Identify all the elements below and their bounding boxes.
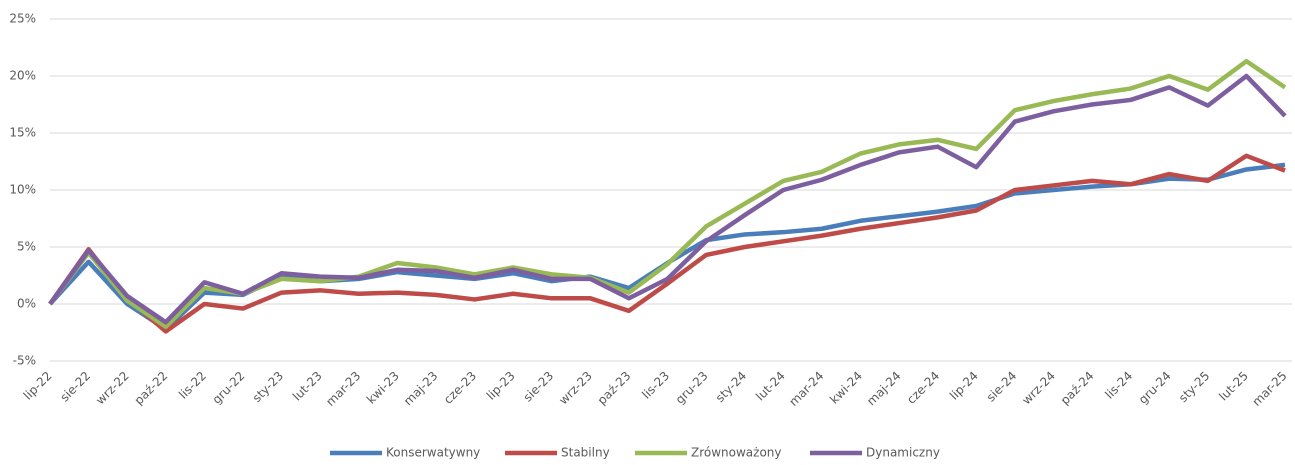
legend-label: Konserwatywny (386, 446, 480, 460)
x-tick-label: maj-23 (401, 369, 441, 409)
x-tick-label: gru-24 (1136, 369, 1174, 407)
series-line (48, 153, 1286, 334)
legend-label: Stabilny (561, 446, 610, 460)
x-tick-label: mar-23 (323, 369, 363, 409)
x-tick-label: lip-23 (484, 369, 518, 403)
x-tick-label: maj-24 (864, 369, 904, 409)
x-tick-label: paź-24 (1058, 369, 1097, 408)
x-tick-label: lut-23 (290, 369, 325, 404)
x-tick-label: lis-24 (1102, 369, 1135, 402)
x-tick-label: cze-24 (904, 369, 942, 407)
series-line (48, 58, 1287, 330)
y-tick-label: 20% (9, 69, 36, 83)
x-tick-label: lis-22 (176, 369, 209, 402)
x-tick-label: paź-23 (595, 369, 634, 408)
x-tick-label: kwi-23 (364, 369, 402, 407)
x-tick-label: wrz-24 (1019, 369, 1058, 408)
series-line (48, 73, 1287, 325)
y-tick-label: 0% (17, 297, 36, 311)
x-tick-label: lut-24 (753, 369, 788, 404)
x-tick-label: lis-23 (639, 369, 672, 402)
legend-label: Dynamiczny (866, 446, 940, 460)
x-tick-label: sty-23 (250, 369, 286, 405)
x-tick-label: cze-23 (441, 369, 479, 407)
legend-label: Zrównoważony (691, 446, 782, 460)
x-tick-label: lip-22 (21, 369, 55, 403)
x-tick-label: sty-24 (713, 369, 749, 405)
x-tick-label: lut-25 (1216, 369, 1251, 404)
y-tick-label: 15% (9, 126, 36, 140)
x-tick-label: lip-24 (947, 369, 981, 403)
x-tick-label: gru-22 (210, 369, 248, 407)
x-tick-label: mar-24 (786, 369, 826, 409)
x-tick-label: wrz-23 (556, 369, 595, 408)
x-tick-label: sie-22 (57, 369, 93, 405)
y-tick-label: 10% (9, 183, 36, 197)
y-tick-label: 5% (17, 240, 36, 254)
x-tick-label: paź-22 (132, 369, 171, 408)
x-tick-label: gru-23 (673, 369, 711, 407)
x-tick-label: sty-25 (1176, 369, 1212, 405)
x-tick-label: wrz-22 (93, 369, 132, 408)
x-tick-label: mar-25 (1249, 369, 1289, 409)
y-tick-label: 25% (9, 12, 36, 26)
x-tick-label: kwi-24 (827, 369, 865, 407)
x-tick-label: sie-24 (984, 369, 1020, 405)
y-tick-label: -5% (13, 354, 36, 368)
x-tick-label: sie-23 (521, 369, 557, 405)
